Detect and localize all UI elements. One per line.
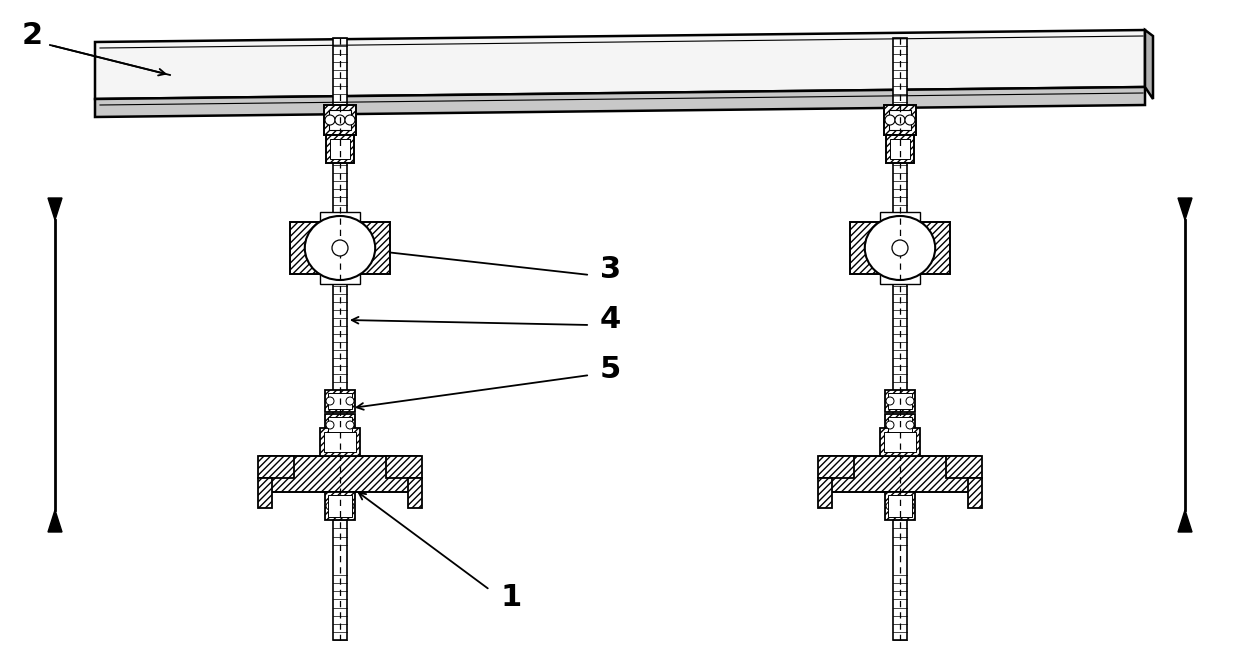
Bar [324,105,356,135]
Bar [946,456,982,478]
Circle shape [346,421,353,429]
Circle shape [906,502,914,510]
Circle shape [887,421,894,429]
Polygon shape [48,510,62,532]
Text: 1: 1 [500,583,521,612]
Bar [880,428,920,456]
Circle shape [892,240,908,256]
Polygon shape [95,87,1145,117]
Ellipse shape [305,216,376,280]
Text: 5: 5 [600,355,621,384]
Bar [329,393,352,409]
Text: 2: 2 [22,20,43,49]
Bar [818,478,832,508]
Ellipse shape [864,216,935,280]
Circle shape [346,502,353,510]
Bar [260,456,420,492]
Circle shape [346,397,353,405]
Bar [325,390,355,412]
Polygon shape [1178,198,1192,220]
Bar [885,390,915,412]
Bar [820,456,980,492]
Bar [888,393,911,409]
Bar [880,274,920,284]
Circle shape [906,397,914,405]
Circle shape [325,115,335,125]
Circle shape [906,421,914,429]
Bar [330,139,350,159]
Bar [320,428,360,456]
Circle shape [905,115,915,125]
Bar [258,456,294,478]
Bar [320,274,360,284]
Text: 3: 3 [600,256,621,285]
Bar [968,478,982,508]
Bar [258,478,272,508]
Bar [885,414,915,436]
Bar [325,414,355,436]
Circle shape [332,240,348,256]
Polygon shape [1178,510,1192,532]
Bar [909,222,950,274]
Circle shape [895,115,905,125]
Bar [408,478,422,508]
Circle shape [887,397,894,405]
Polygon shape [95,30,1145,99]
Bar [880,212,920,222]
Bar [290,222,331,274]
Bar [884,432,916,452]
Bar [890,139,910,159]
Bar [326,135,353,163]
Bar [884,105,916,135]
Bar [386,456,422,478]
Circle shape [887,502,894,510]
Circle shape [326,397,334,405]
Circle shape [335,115,345,125]
Bar [887,135,914,163]
Bar [324,432,356,452]
Bar [334,38,347,640]
Bar [329,110,351,130]
Bar [320,212,360,222]
Bar [888,495,911,517]
Text: 4: 4 [600,306,621,335]
Circle shape [885,115,895,125]
Bar [325,492,355,520]
Bar [885,492,915,520]
Bar [329,495,352,517]
Bar [329,417,352,433]
Bar [348,222,391,274]
Bar [888,417,911,433]
Bar [818,456,854,478]
Bar [893,38,906,640]
Circle shape [345,115,355,125]
Circle shape [326,421,334,429]
Circle shape [326,502,334,510]
Polygon shape [1145,30,1153,99]
Bar [889,110,911,130]
Polygon shape [48,198,62,220]
Bar [849,222,892,274]
